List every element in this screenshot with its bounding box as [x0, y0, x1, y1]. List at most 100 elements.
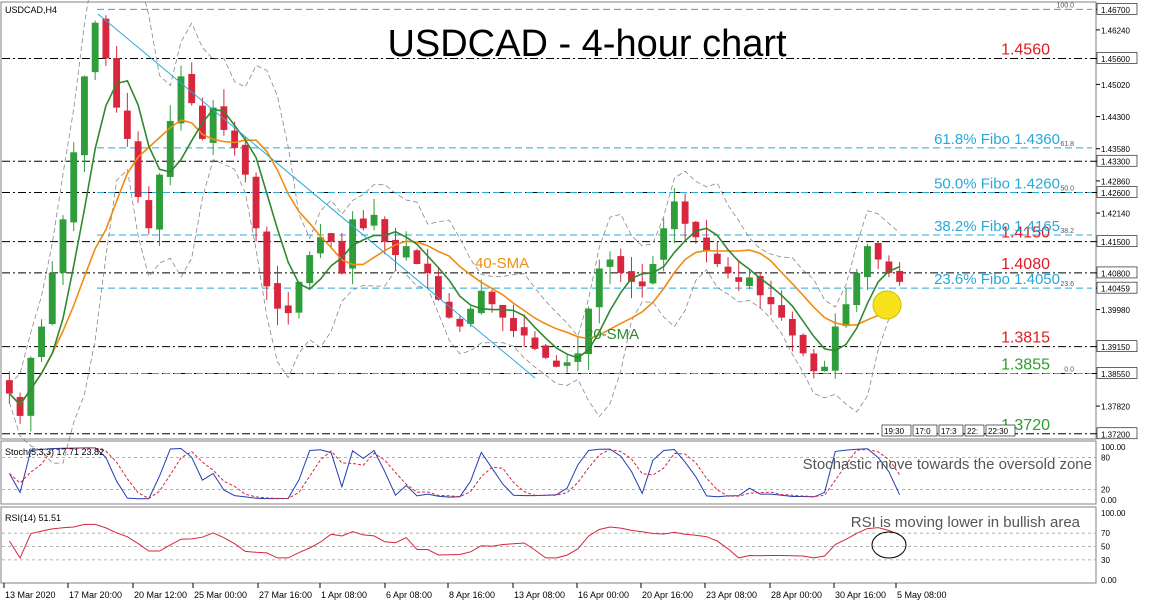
candle-body: [874, 242, 882, 260]
time-tick-label: 8 Apr 16:00: [449, 590, 495, 600]
candle-body: [681, 201, 689, 224]
candle-body: [316, 237, 324, 254]
stoch-tick: 80: [1101, 454, 1110, 463]
level-label: 1.3855: [1001, 356, 1050, 373]
price-tick-label: 1.40800: [1101, 269, 1130, 278]
candle-body: [703, 237, 710, 251]
candle-body: [48, 272, 56, 325]
fibo-tag: 50.0: [1060, 186, 1074, 193]
candle-body: [510, 318, 517, 332]
candle-body: [145, 200, 153, 229]
candle-body: [778, 305, 786, 318]
price-tick-label: 1.45020: [1101, 81, 1130, 90]
candle-body: [27, 357, 35, 416]
candle-body: [413, 250, 421, 264]
sma20-label: 20-SMA: [585, 326, 639, 343]
time-boxes: 19:30 17:0 17:3 22: 22:30: [881, 424, 1016, 437]
time-box-label: 19:30: [884, 427, 905, 436]
bollinger-bands: [9, 0, 900, 464]
time-tick-label: 17 Mar 20:00: [69, 590, 122, 600]
candle-body: [735, 277, 743, 282]
candle-body: [306, 255, 314, 284]
price-tag-box: [1096, 367, 1138, 379]
candle-body: [156, 174, 163, 230]
candle-body: [788, 318, 796, 336]
candle-body: [713, 253, 721, 264]
candle-body: [477, 290, 485, 314]
price-tick-label: 1.40459: [1101, 285, 1130, 294]
price-tick-label: 1.44300: [1101, 113, 1130, 122]
fibo-tag: 61.8: [1060, 141, 1074, 148]
stoch-signal-line: [9, 447, 901, 500]
candle-body: [274, 283, 281, 309]
candle-body: [520, 327, 528, 336]
highlight-circle: [872, 290, 902, 320]
candle-body: [542, 345, 550, 358]
price-tag-box: [1096, 235, 1138, 247]
candle-body: [670, 201, 678, 230]
fibo-tag: 0.0: [1064, 366, 1074, 373]
candle-body: [16, 396, 24, 416]
price-tick-label: 1.43300: [1101, 158, 1130, 167]
candle-body: [231, 130, 239, 148]
price-tag-box: [1096, 281, 1138, 294]
candle-body: [499, 304, 507, 318]
candle-body: [81, 76, 88, 156]
candle-body: [327, 233, 335, 242]
candle-body: [123, 110, 131, 139]
price-tick-label: 1.42140: [1101, 210, 1130, 219]
stoch-panel-frame: [0, 440, 1097, 505]
candle-body: [799, 334, 807, 354]
fibonacci-levels: 61.861.8% Fibo 1.4360 50.050.0% Fibo 1.42…: [97, 2, 1092, 374]
price-tag-box: [1096, 52, 1138, 64]
fibo-trend-line: [97, 13, 536, 379]
rsi-panel: 100.00 70 50 30 0.00: [2, 509, 1126, 585]
price-tick-label: 1.41500: [1101, 238, 1130, 247]
candle-body: [295, 281, 303, 313]
rsi-panel-frame: [0, 506, 1097, 584]
time-tick-label: 20 Apr 16:00: [642, 590, 693, 600]
candle-body: [241, 144, 249, 175]
candle-body: [638, 281, 646, 287]
candle-body: [220, 106, 228, 130]
time-box: [964, 424, 985, 437]
chart-title: USDCAD - 4-hour chart: [387, 23, 787, 65]
candle-body: [188, 74, 196, 104]
candle-body: [617, 256, 625, 273]
time-box: [912, 424, 938, 437]
stoch-main-line: [8, 447, 901, 500]
candle-body: [552, 360, 560, 367]
fibo-tag: 38.2: [1060, 228, 1074, 235]
candles: [5, 15, 904, 432]
price-tick-label: 1.37200: [1101, 430, 1130, 439]
price-tag-box: [1096, 427, 1138, 440]
time-box-label: 17:3: [941, 427, 957, 436]
price-tick-label: 1.46700: [1101, 6, 1130, 15]
candle-body: [563, 362, 571, 366]
time-axis: 13 Mar 2020 17 Mar 20:00 20 Mar 12:00 25 Ma…: [3, 583, 947, 600]
candle-body: [177, 76, 185, 124]
candle-body: [724, 266, 732, 273]
candle-body: [359, 218, 367, 229]
candle-body: [284, 305, 292, 314]
candle-body: [885, 261, 893, 273]
candle-body: [102, 18, 110, 59]
candle-body: [209, 107, 217, 143]
fibo-tag: 23.6: [1060, 281, 1074, 288]
fibo-tag: 100.0: [1056, 2, 1074, 9]
rsi-label: RSI(14) 51.51: [5, 513, 61, 523]
price-tag-box: [1096, 3, 1138, 15]
time-tick-label: 6 Apr 08:00: [386, 590, 432, 600]
price-tick-label: 1.45600: [1101, 55, 1130, 64]
stochastic-panel: 100.00 80 20 0.00: [2, 443, 1126, 505]
candle-body: [853, 272, 861, 306]
price-tag-box: [1096, 266, 1138, 279]
time-box: [938, 424, 964, 437]
candle-body: [831, 326, 839, 371]
price-tag-box: [1096, 186, 1138, 198]
price-tick-label: 1.38550: [1101, 370, 1130, 379]
candle-body: [628, 271, 635, 282]
time-tick-label: 25 Mar 00:00: [194, 590, 247, 600]
